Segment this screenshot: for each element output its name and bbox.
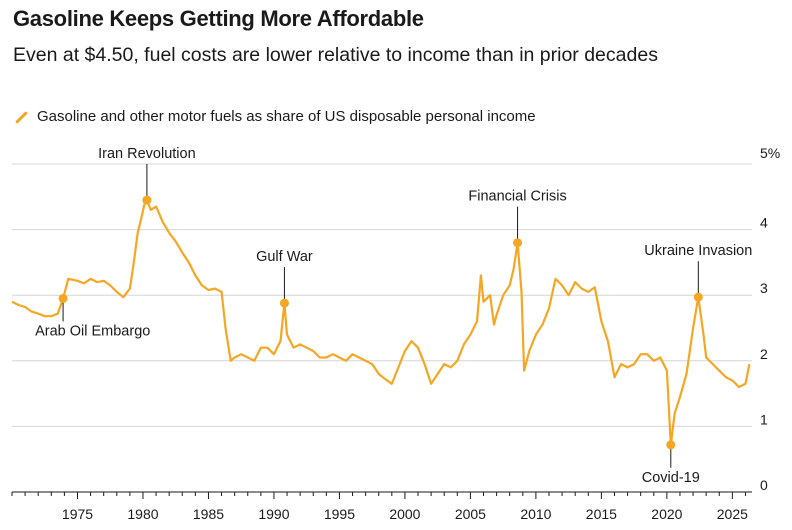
x-tick-label: 1995 — [324, 506, 355, 522]
annotation-label: Covid-19 — [642, 470, 700, 486]
legend: Gasoline and other motor fuels as share … — [13, 108, 536, 125]
chart-title: Gasoline Keeps Getting More Affordable — [13, 6, 424, 31]
y-tick-label: 2 — [760, 346, 768, 362]
annotation-marker — [513, 238, 523, 248]
x-tick-label: 1980 — [127, 506, 158, 522]
annotation-label: Gulf War — [256, 249, 313, 265]
annotation-marker — [279, 298, 289, 308]
annotation-marker — [58, 293, 68, 303]
x-tick-label: 2010 — [520, 506, 551, 522]
y-tick-label: 5% — [760, 145, 780, 161]
legend-label: Gasoline and other motor fuels as share … — [37, 108, 536, 125]
chart-subtitle: Even at $4.50, fuel costs are lower rela… — [13, 44, 658, 66]
x-tick-label: 1990 — [258, 506, 289, 522]
series-line — [11, 199, 751, 446]
y-tick-label: 0 — [760, 477, 768, 493]
annotation-marker — [666, 440, 676, 450]
legend-line-icon — [13, 109, 29, 125]
x-tick-label: 1975 — [62, 506, 93, 522]
y-tick-label: 3 — [760, 280, 768, 296]
annotation-label: Ukraine Invasion — [644, 243, 752, 259]
x-tick-label: 2000 — [389, 506, 420, 522]
x-tick-label: 2020 — [651, 506, 682, 522]
annotation-label: Financial Crisis — [468, 189, 566, 205]
annotation-marker — [142, 195, 152, 205]
annotation-marker — [693, 292, 703, 302]
line-chart: 0 1 2 3 4 5% 1975 1980 1985 1990 1995 2000 2005 2010 2… — [11, 145, 780, 522]
x-tick-label: 2005 — [455, 506, 486, 522]
annotation-label: Iran Revolution — [98, 146, 196, 162]
y-tick-label: 4 — [760, 215, 768, 231]
y-tick-label: 1 — [760, 411, 768, 427]
x-tick-label: 2025 — [717, 506, 748, 522]
annotation-label: Arab Oil Embargo — [35, 323, 150, 339]
x-tick-label: 2015 — [586, 506, 617, 522]
x-tick-label: 1985 — [193, 506, 224, 522]
